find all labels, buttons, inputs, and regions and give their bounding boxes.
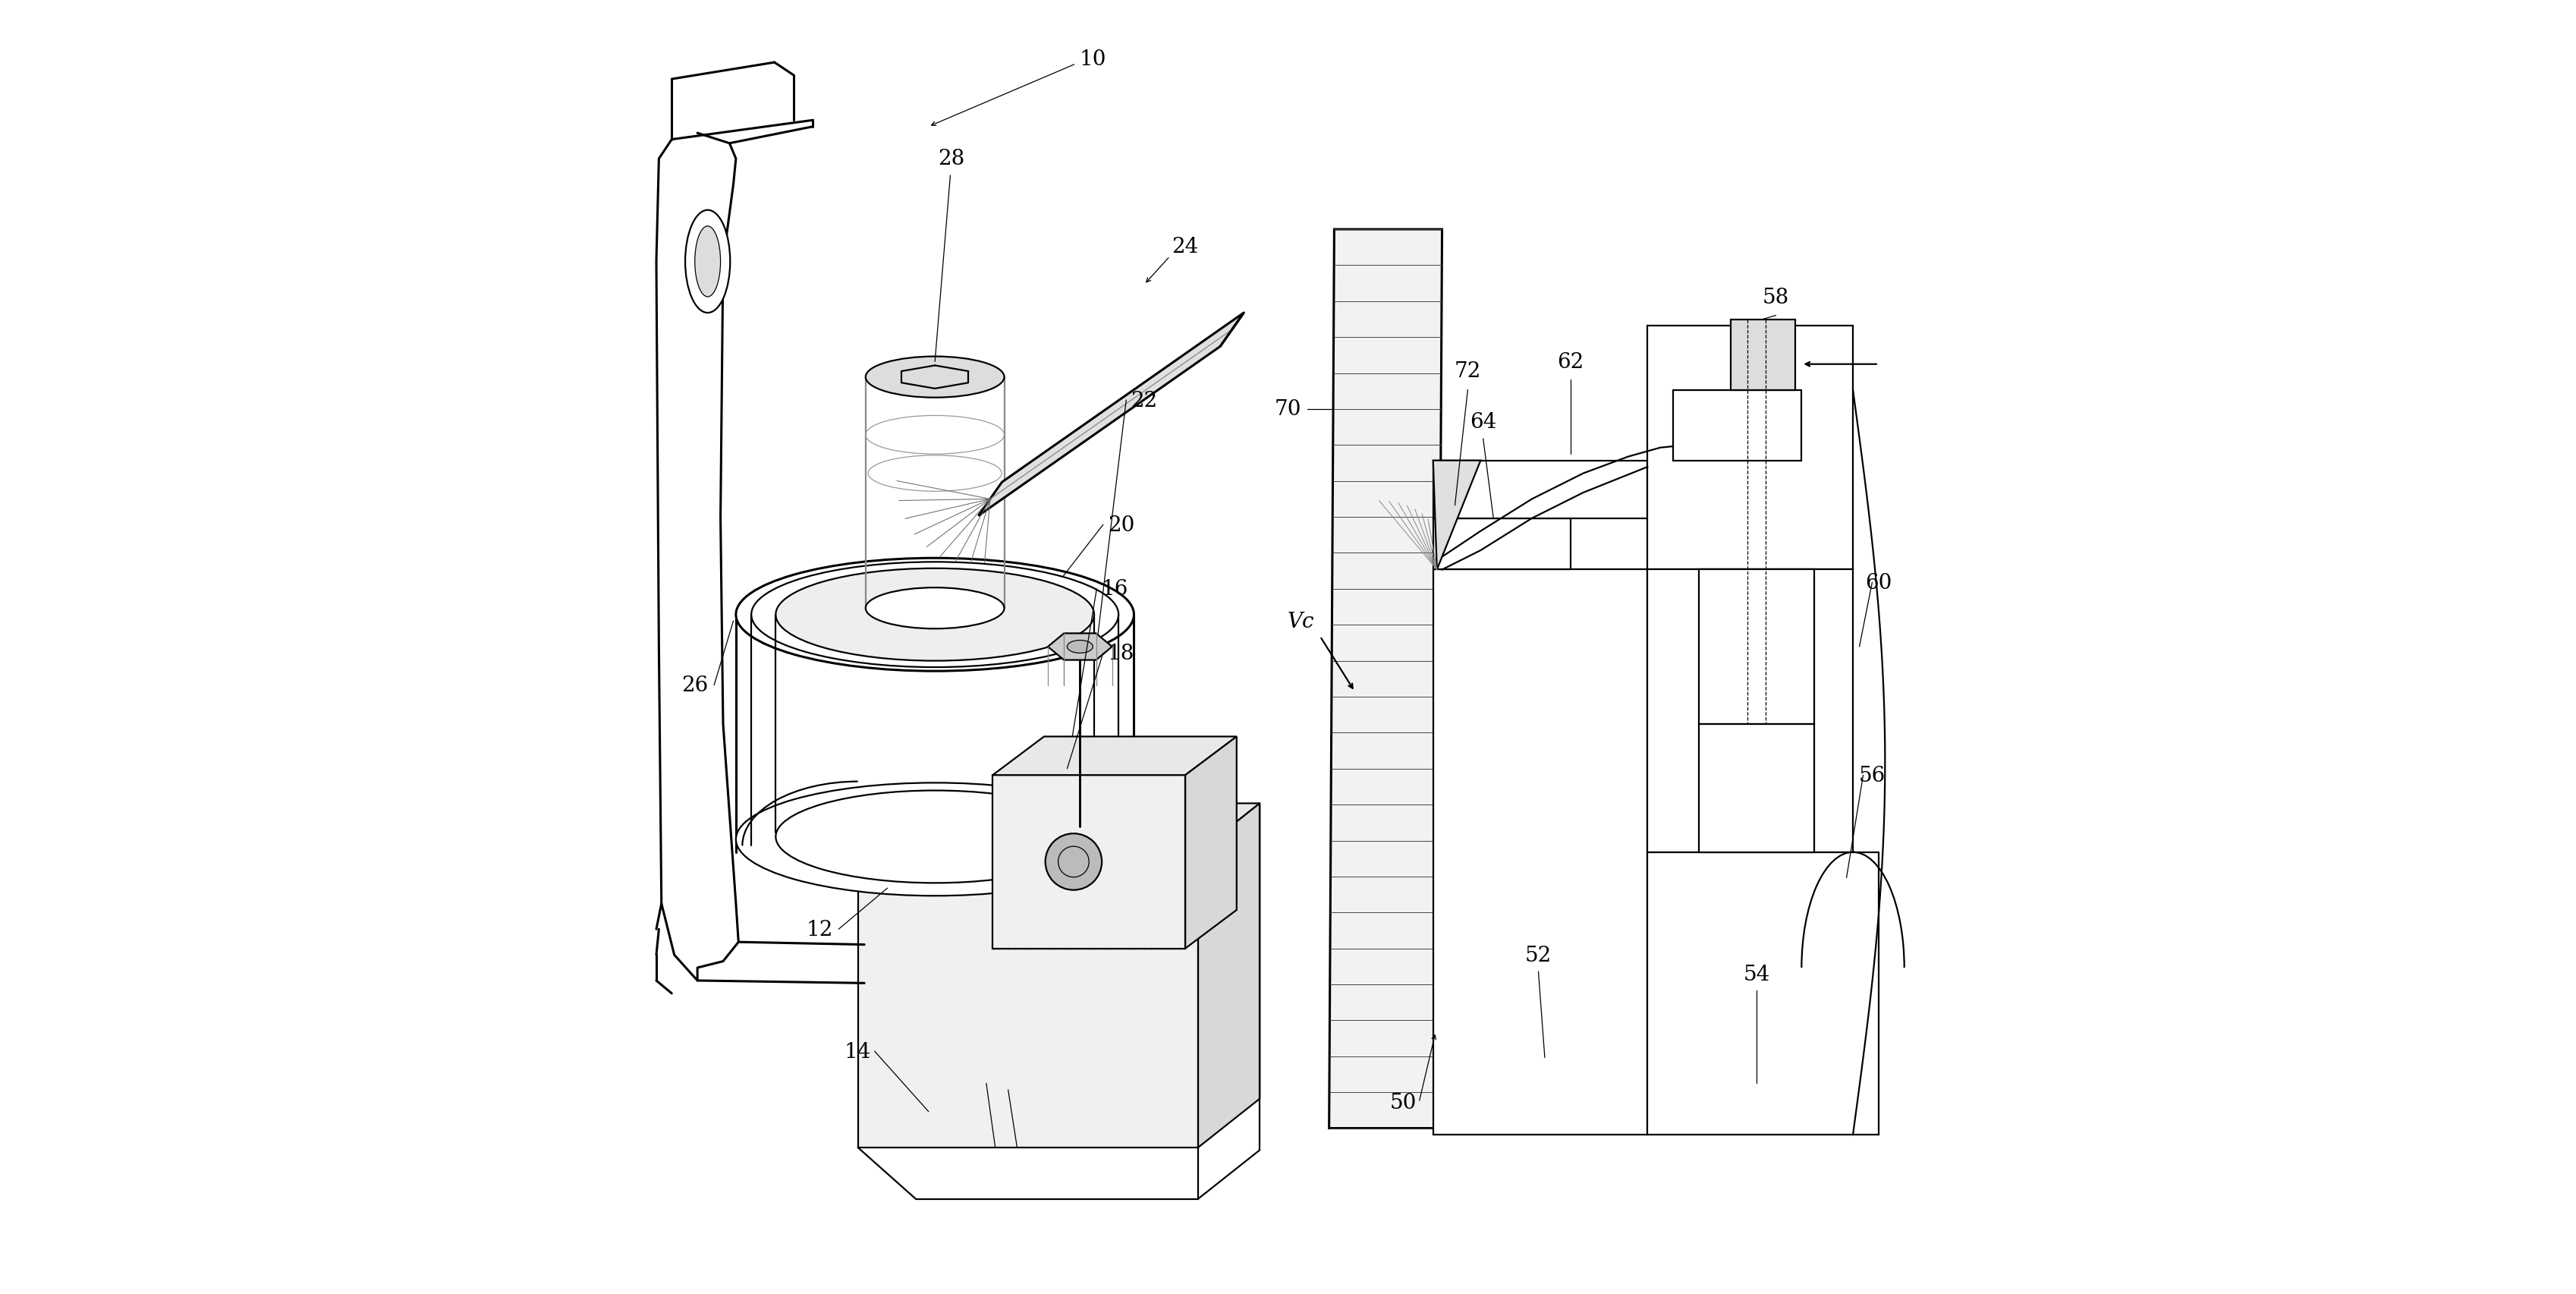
- Polygon shape: [1698, 725, 1814, 853]
- Polygon shape: [1731, 320, 1795, 391]
- Polygon shape: [979, 313, 1244, 516]
- Polygon shape: [858, 804, 1260, 853]
- Text: 24: 24: [1172, 237, 1198, 256]
- Ellipse shape: [1066, 641, 1092, 653]
- Ellipse shape: [775, 568, 1095, 661]
- Polygon shape: [1698, 569, 1814, 725]
- Polygon shape: [1185, 736, 1236, 949]
- Text: 12: 12: [806, 919, 832, 939]
- Text: 10: 10: [1079, 49, 1105, 70]
- Text: 26: 26: [683, 675, 708, 696]
- Text: 72: 72: [1455, 361, 1481, 382]
- Text: 62: 62: [1556, 352, 1584, 373]
- Polygon shape: [992, 775, 1185, 949]
- Polygon shape: [1432, 461, 1649, 519]
- Text: 14: 14: [845, 1042, 871, 1061]
- Text: 16: 16: [1103, 578, 1128, 599]
- Text: 60: 60: [1865, 572, 1891, 593]
- Polygon shape: [1649, 326, 1852, 569]
- Text: 70: 70: [1275, 400, 1301, 419]
- Text: 20: 20: [1108, 515, 1133, 536]
- Text: 54: 54: [1744, 964, 1770, 985]
- Ellipse shape: [775, 791, 1095, 884]
- Polygon shape: [1329, 230, 1443, 1128]
- Polygon shape: [1674, 391, 1801, 461]
- Ellipse shape: [737, 783, 1133, 895]
- Text: 52: 52: [1525, 945, 1551, 965]
- Text: 56: 56: [1860, 765, 1886, 785]
- Ellipse shape: [685, 211, 729, 313]
- Ellipse shape: [752, 563, 1118, 668]
- Polygon shape: [1048, 634, 1113, 660]
- Text: 58: 58: [1762, 287, 1790, 308]
- Ellipse shape: [866, 357, 1005, 399]
- Polygon shape: [992, 736, 1236, 775]
- Polygon shape: [1649, 569, 1852, 853]
- Ellipse shape: [866, 587, 1005, 629]
- Text: Vc: Vc: [1288, 611, 1314, 631]
- Circle shape: [1046, 833, 1103, 890]
- Text: 28: 28: [938, 149, 966, 170]
- Polygon shape: [858, 853, 1198, 1148]
- Text: 22: 22: [1131, 391, 1157, 410]
- Text: 18: 18: [1108, 643, 1133, 664]
- Polygon shape: [1432, 461, 1481, 569]
- Ellipse shape: [737, 559, 1133, 672]
- Text: 64: 64: [1471, 413, 1497, 432]
- Polygon shape: [1432, 569, 1649, 1135]
- Polygon shape: [1649, 853, 1878, 1135]
- Polygon shape: [1198, 804, 1260, 1148]
- Ellipse shape: [696, 226, 721, 298]
- Text: 50: 50: [1391, 1092, 1417, 1113]
- Polygon shape: [1432, 519, 1571, 569]
